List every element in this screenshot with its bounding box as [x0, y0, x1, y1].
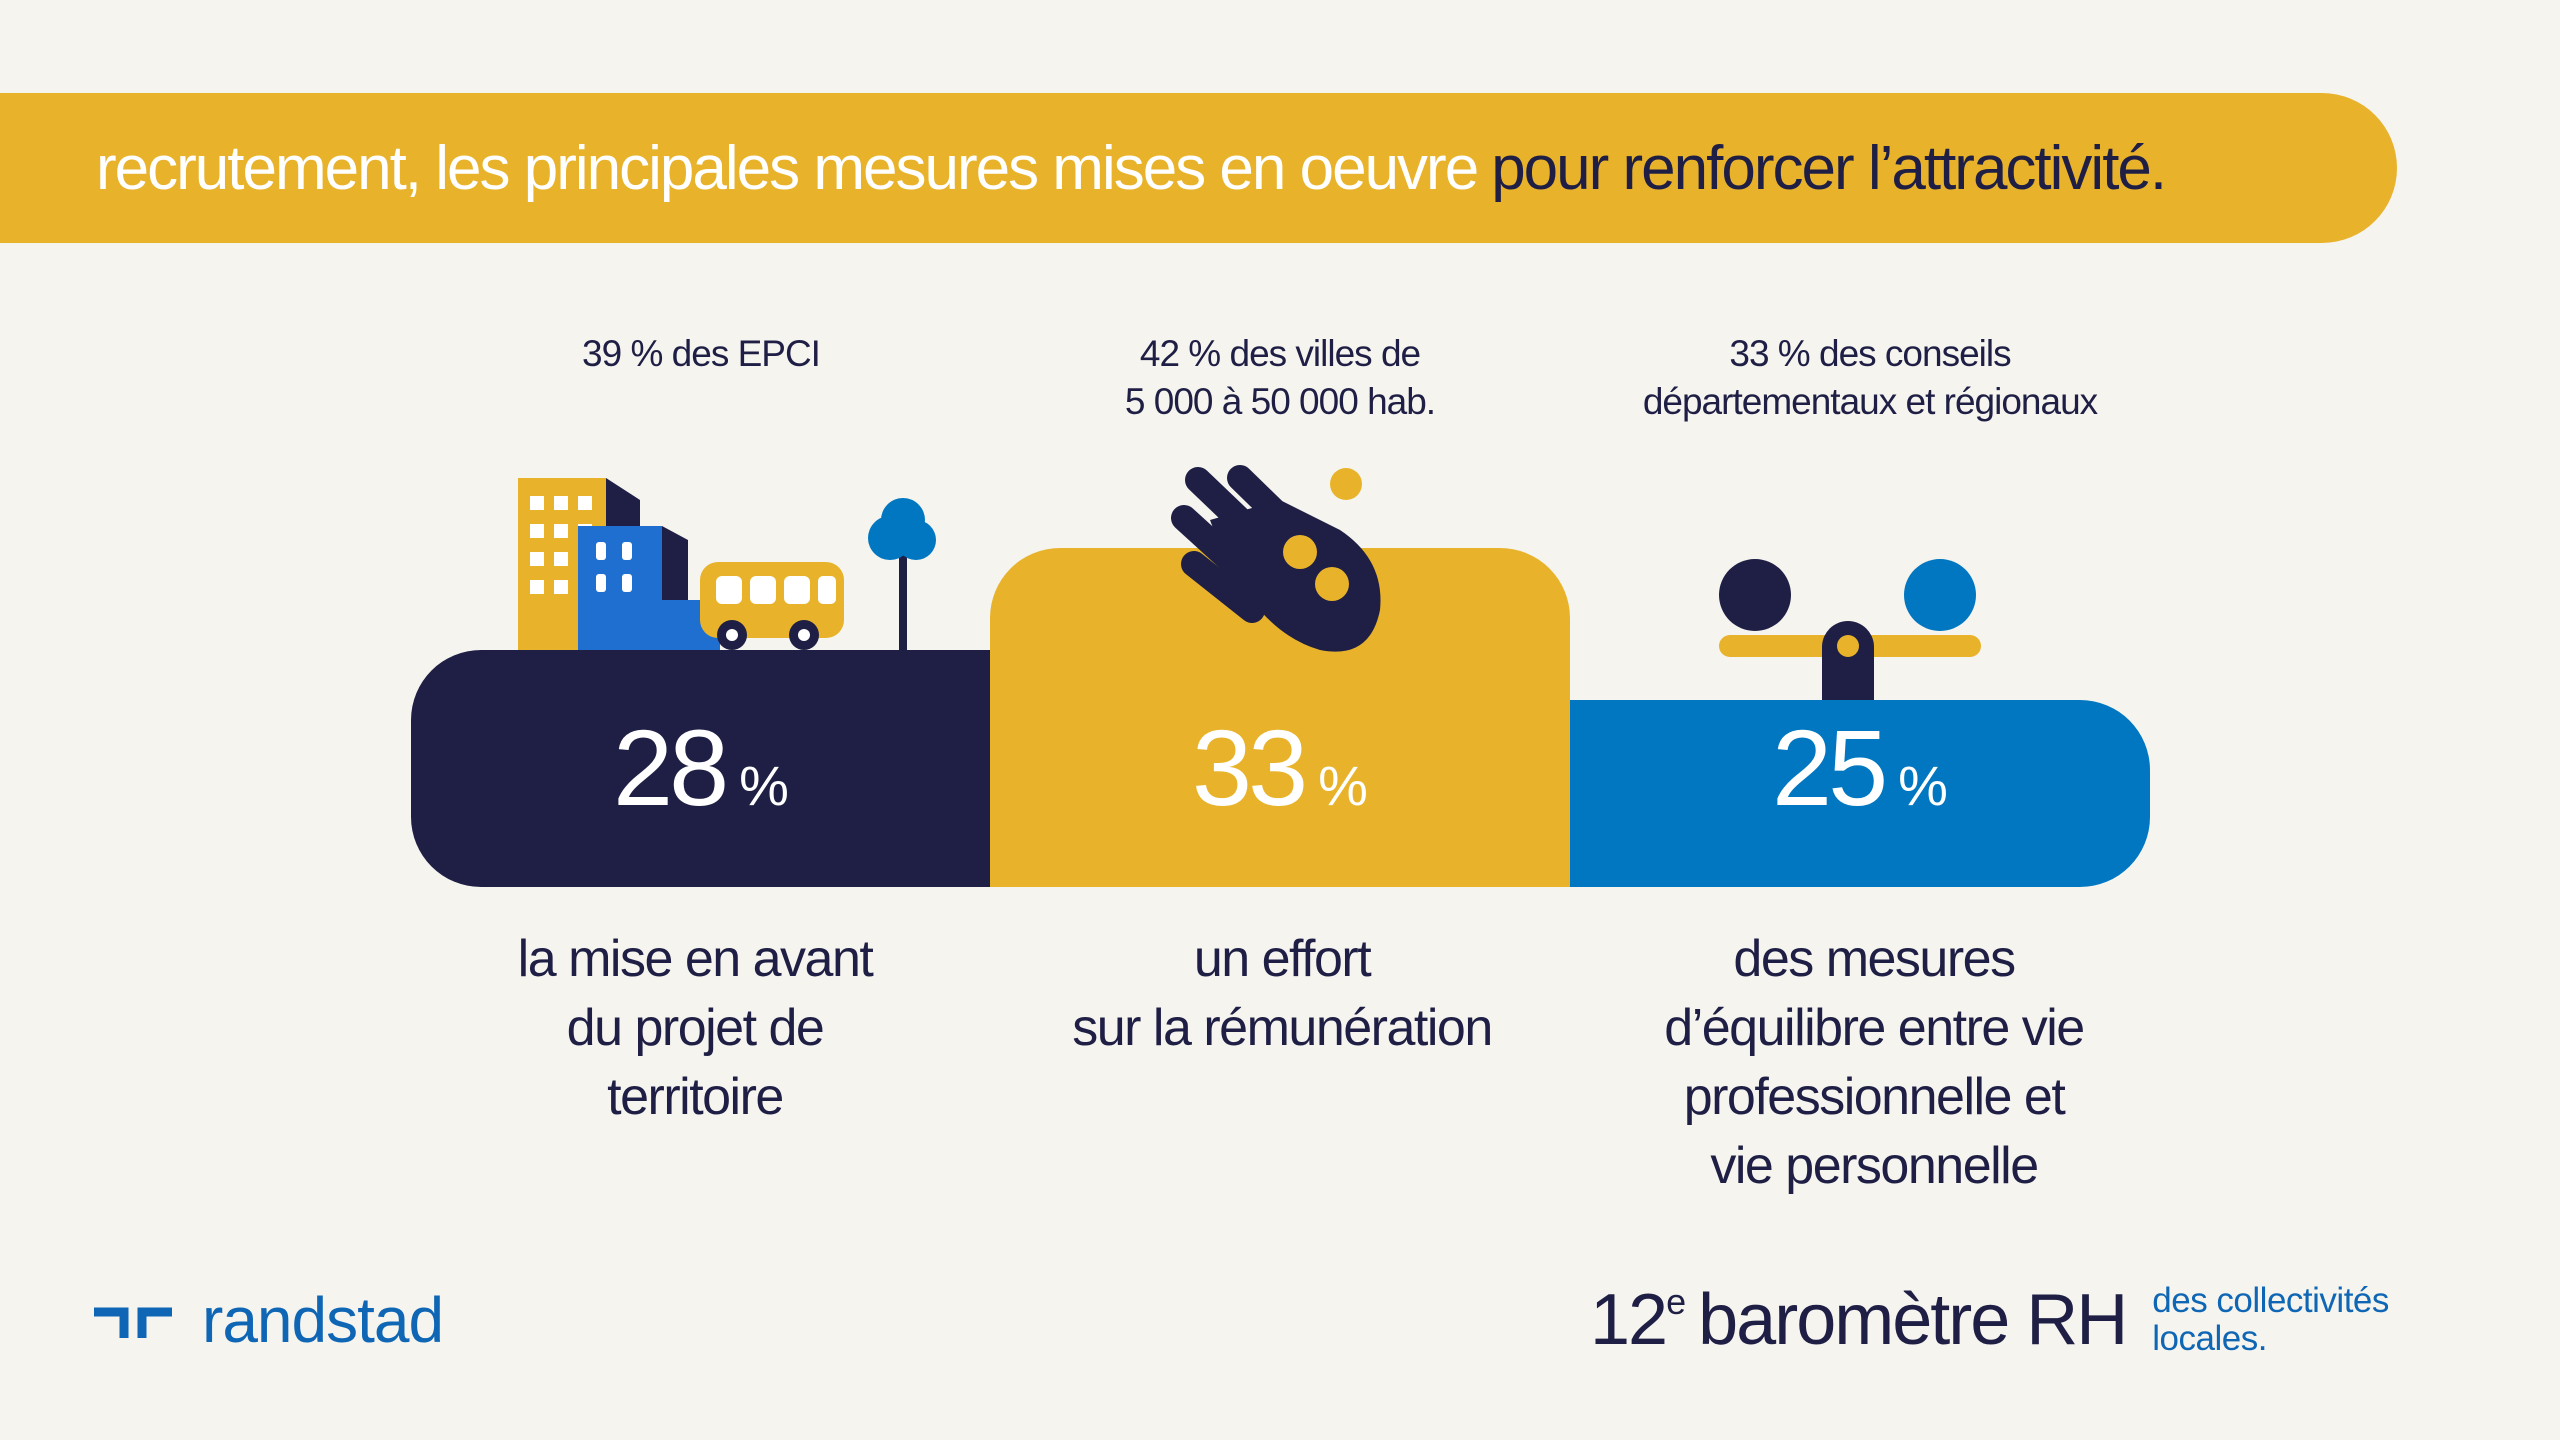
hand-coins-icon	[1171, 465, 1381, 652]
description-balance: des mesures d’équilibre entre vie profes…	[1664, 930, 2085, 1195]
caption-col-3: 33 % des conseils départementaux et régi…	[1642, 333, 2098, 422]
stat-block-territory: 28%	[411, 650, 991, 887]
caption-col-2: 42 % des villes de 5 000 à 50 000 hab.	[1124, 333, 1436, 422]
randstad-logo: randstad	[90, 1280, 444, 1360]
caption-col-1: 39 % des EPCI	[582, 333, 821, 374]
banner-text-light: recrutement, les principales mesures mis…	[96, 133, 1479, 203]
brand-name: randstad	[202, 1284, 444, 1356]
barometer-subtitle: des collectivités locales.	[2152, 1281, 2389, 1358]
barometer-title: 12e baromètre RH des collectivités locale…	[1590, 1270, 2389, 1370]
stat-value-territory: 28%	[613, 707, 789, 828]
balance-scale-icon	[1719, 559, 1981, 700]
description-territory: la mise en avant du projet de territoire	[517, 930, 874, 1126]
banner-title: recrutement, les principales mesures mis…	[96, 93, 2167, 243]
stat-block-balance: 25%	[1570, 700, 2150, 887]
banner-text-dark: pour renforcer l’attractivité.	[1491, 133, 2167, 203]
city-bus-icon	[518, 478, 936, 653]
barometer-main: 12e baromètre RH	[1590, 1280, 2128, 1360]
randstad-logo-icon	[94, 1307, 172, 1338]
header-banner: recrutement, les principales mesures mis…	[0, 93, 2397, 243]
stat-value-balance: 25%	[1772, 707, 1948, 828]
description-remuneration: un effort sur la rémunération	[1072, 930, 1493, 1057]
stat-value-remuneration: 33%	[1192, 707, 1368, 828]
